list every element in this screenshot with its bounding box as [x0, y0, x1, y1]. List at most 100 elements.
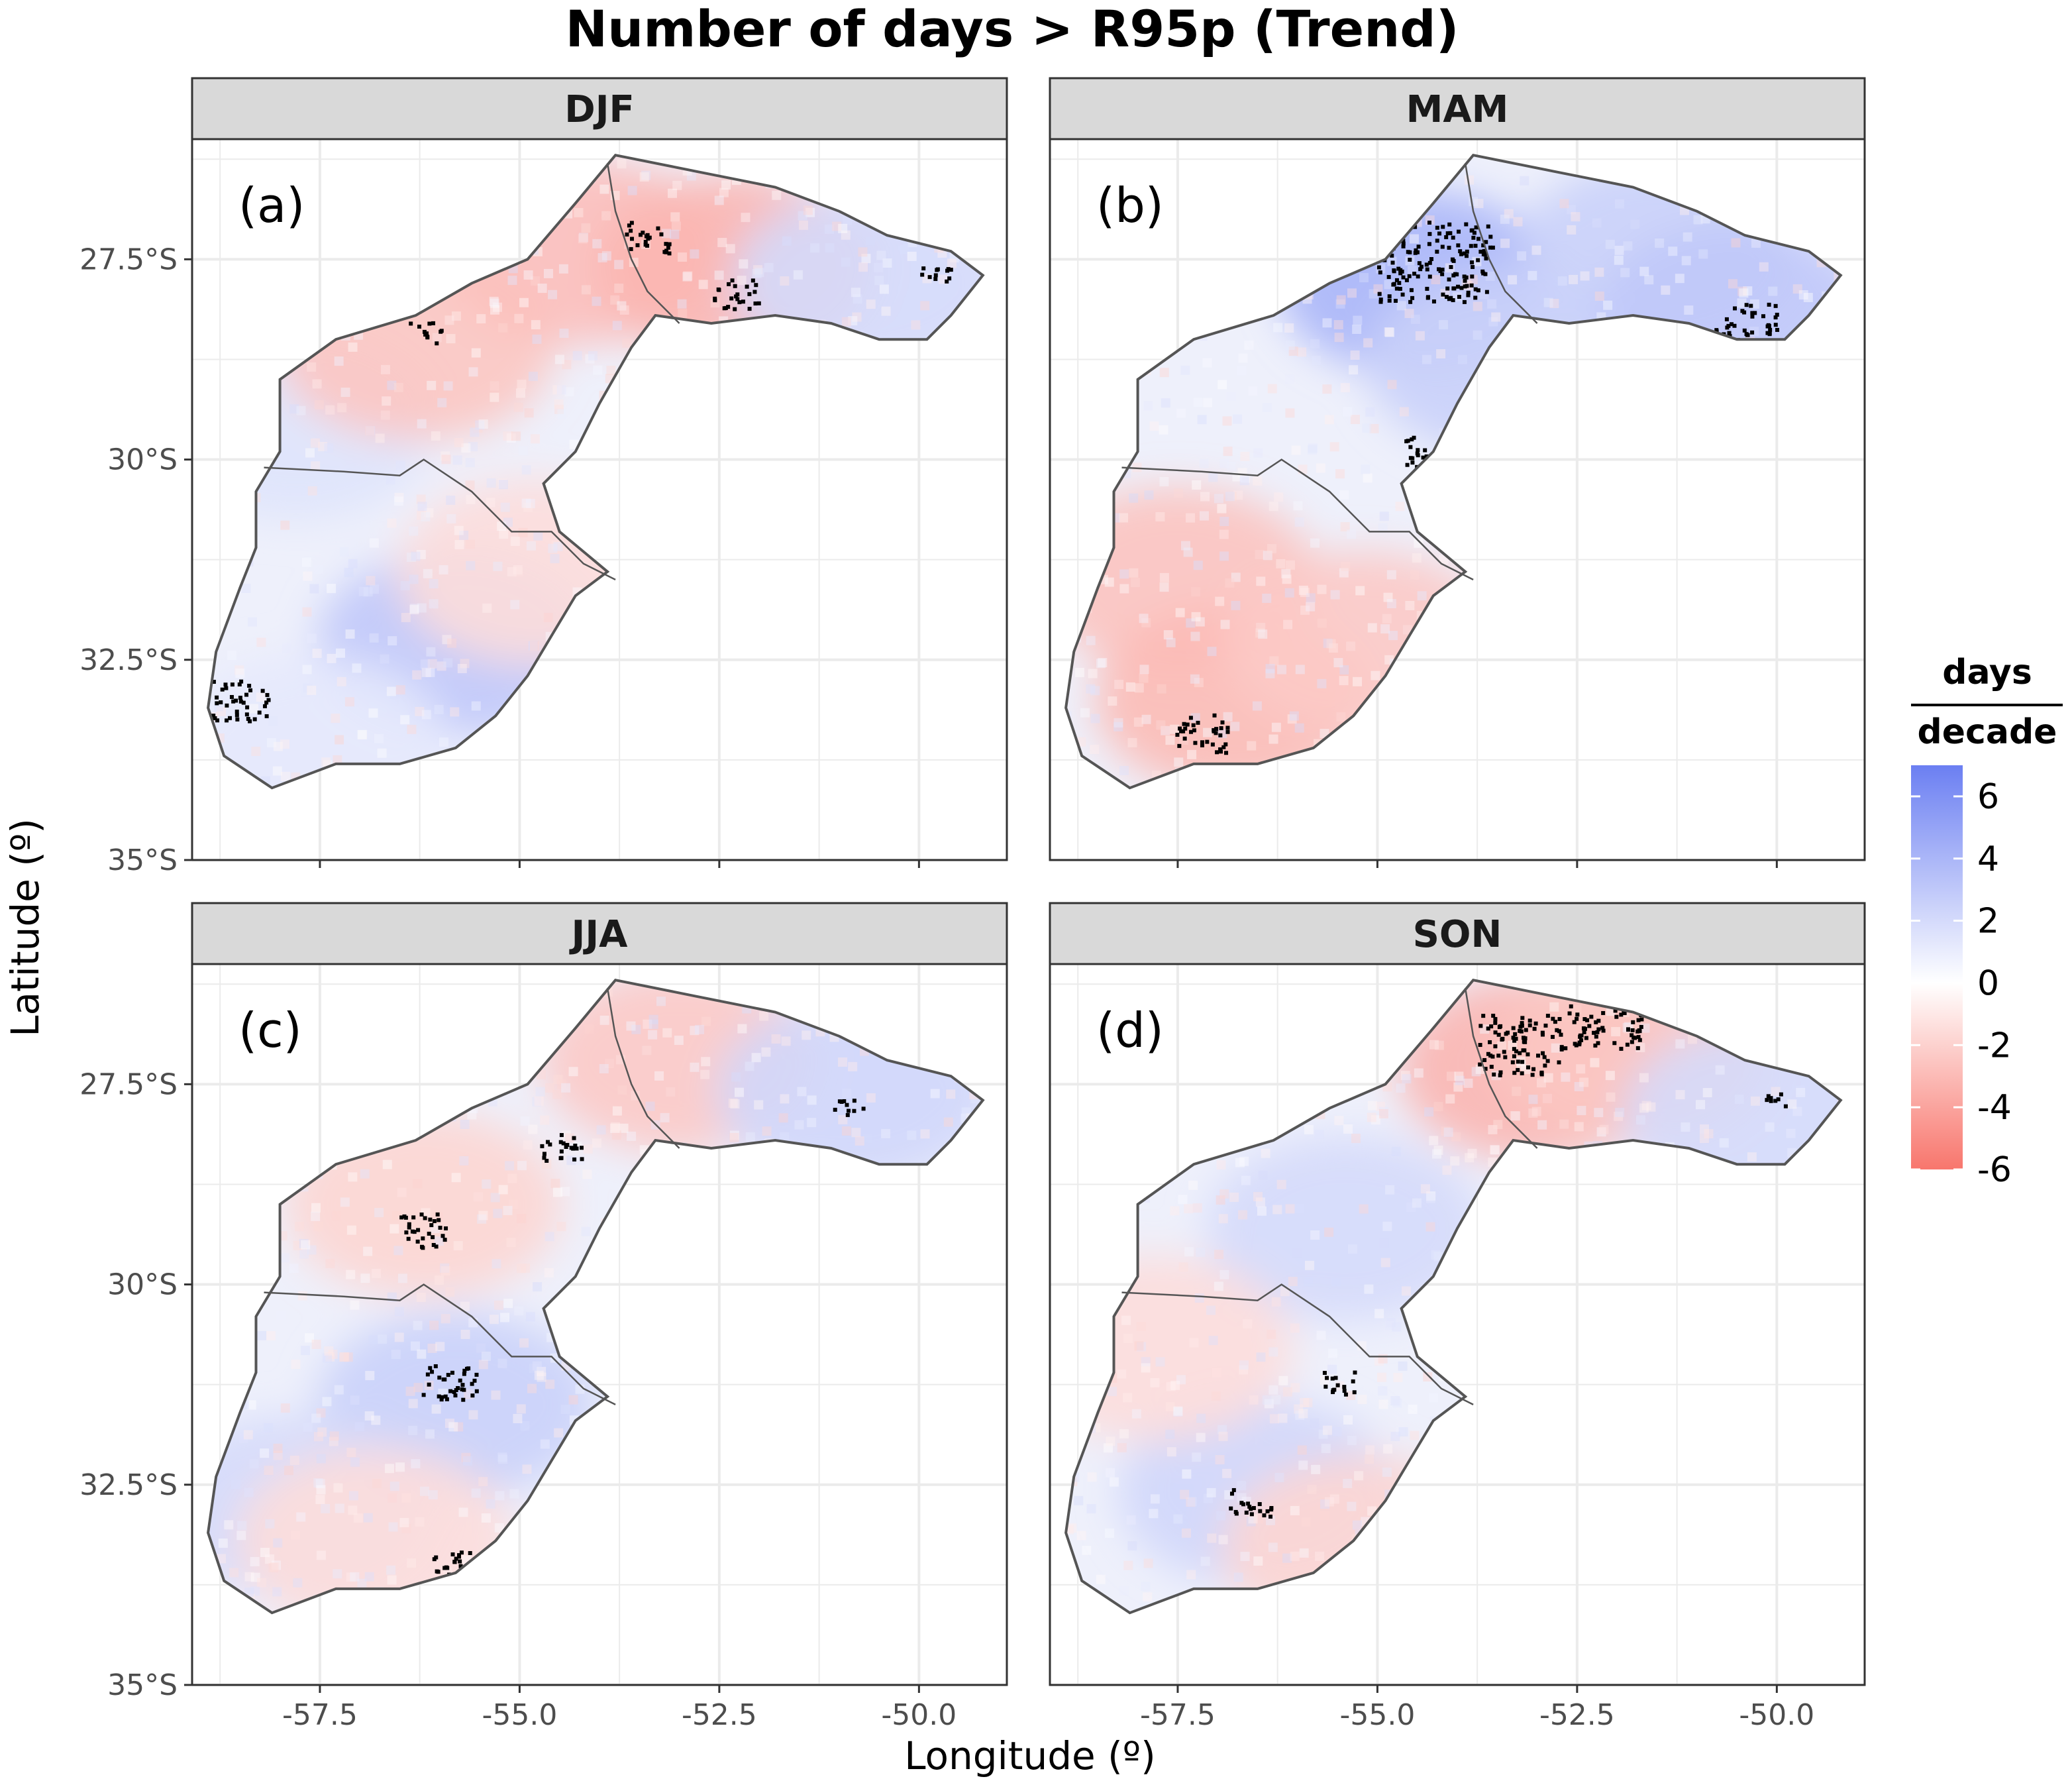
texture-cell [1174, 488, 1184, 498]
texture-cell [825, 224, 835, 234]
texture-cell [1317, 618, 1327, 628]
texture-cell [490, 298, 499, 308]
stipple-dot [472, 1378, 477, 1383]
texture-cell [1159, 476, 1169, 486]
texture-cell [1378, 1386, 1388, 1396]
stipple-dot [460, 1383, 465, 1387]
texture-cell [1559, 199, 1569, 209]
texture-cell [1365, 1445, 1375, 1455]
texture-cell [548, 290, 558, 299]
stipple-dot [920, 272, 925, 277]
texture-cell [1289, 711, 1299, 721]
texture-cell [1288, 347, 1298, 356]
texture-cell [507, 567, 517, 576]
texture-cell [1166, 1447, 1176, 1457]
texture-cell [585, 354, 595, 364]
stipple-dot [1596, 1041, 1600, 1046]
stipple-dot [1587, 1024, 1592, 1028]
stipple-dot [559, 1156, 564, 1160]
stipple-dot [440, 1395, 444, 1399]
texture-cell [387, 380, 397, 390]
texture-cell [1792, 284, 1802, 294]
texture-cell [415, 711, 425, 721]
texture-cell [236, 1531, 246, 1540]
texture-cell [477, 1214, 487, 1224]
texture-cell [307, 486, 317, 496]
stipple-dot [1387, 298, 1392, 303]
texture-cell [1202, 358, 1212, 368]
texture-cell [794, 1120, 804, 1130]
texture-cell [1276, 559, 1286, 568]
texture-cell [296, 1512, 306, 1522]
stipple-dot [264, 700, 269, 705]
texture-cell [394, 1332, 404, 1342]
texture-cell [348, 1491, 358, 1501]
x-tick-label: -57.5 [1140, 1698, 1216, 1732]
texture-cell [660, 1112, 670, 1122]
texture-cell [1365, 1454, 1374, 1464]
texture-cell [490, 392, 499, 402]
stipple-dot [1427, 242, 1431, 246]
stipple-dot [431, 1242, 436, 1247]
texture-cell [1425, 1193, 1435, 1203]
texture-cell [280, 1253, 290, 1263]
stipple-dot [1526, 1052, 1530, 1057]
texture-cell [291, 1530, 301, 1540]
texture-cell [516, 388, 526, 398]
texture-cell [1371, 671, 1380, 680]
texture-cell [1295, 1410, 1305, 1420]
texture-cell [316, 1454, 326, 1464]
stipple-dot [1438, 269, 1443, 274]
stipple-dot [431, 1235, 435, 1240]
stipple-dot [1212, 713, 1217, 718]
stipple-dot [1393, 299, 1398, 303]
texture-cell [1320, 1499, 1330, 1509]
texture-cell [1307, 1485, 1317, 1495]
texture-cell [1488, 317, 1498, 327]
texture-cell [270, 1562, 280, 1572]
texture-cell [1379, 512, 1389, 521]
texture-cell [427, 659, 437, 669]
texture-cell [1316, 463, 1325, 473]
texture-cell [648, 1014, 658, 1024]
texture-cell [866, 236, 876, 246]
facet-strip-label: SON [1413, 913, 1502, 956]
texture-cell [1141, 1363, 1151, 1373]
stipple-dot [1269, 1514, 1273, 1519]
stipple-dot [1457, 229, 1461, 234]
texture-cell [544, 1268, 554, 1277]
texture-cell [1343, 1124, 1353, 1134]
stipple-dot [1425, 286, 1429, 291]
texture-cell [1349, 365, 1359, 375]
stipple-dot [1440, 244, 1445, 249]
stipple-dot [1483, 1067, 1488, 1071]
texture-cell [1543, 1073, 1553, 1083]
stipple-dot [1490, 1054, 1495, 1059]
panel-mam: MAM(b) [1049, 77, 1866, 868]
texture-cell [1304, 1260, 1314, 1270]
panel-border [1049, 963, 1866, 1686]
texture-cell [639, 172, 649, 182]
texture-cell [1410, 1431, 1420, 1440]
texture-cell [1123, 1334, 1133, 1344]
texture-cell [440, 1266, 450, 1275]
stipple-dot [1378, 299, 1383, 304]
texture-cell [947, 258, 957, 268]
stipple-dot [1405, 462, 1410, 467]
stipple-dot [211, 680, 216, 684]
texture-cell [1086, 1504, 1096, 1514]
stipple-dot [753, 301, 758, 306]
stipple-dot [438, 1225, 442, 1230]
texture-cell [780, 1132, 790, 1142]
stipple-dot [1773, 315, 1778, 320]
texture-cell [1192, 1452, 1202, 1462]
texture-cell [503, 1299, 513, 1309]
texture-cell [1531, 245, 1541, 255]
texture-cell [1174, 757, 1184, 767]
texture-cell [1385, 1185, 1395, 1195]
texture-cell [1357, 1395, 1367, 1405]
texture-cell [1668, 246, 1678, 256]
texture-cell [1137, 1342, 1147, 1352]
texture-cell [343, 1352, 353, 1362]
stipple-dot [1540, 1032, 1545, 1037]
